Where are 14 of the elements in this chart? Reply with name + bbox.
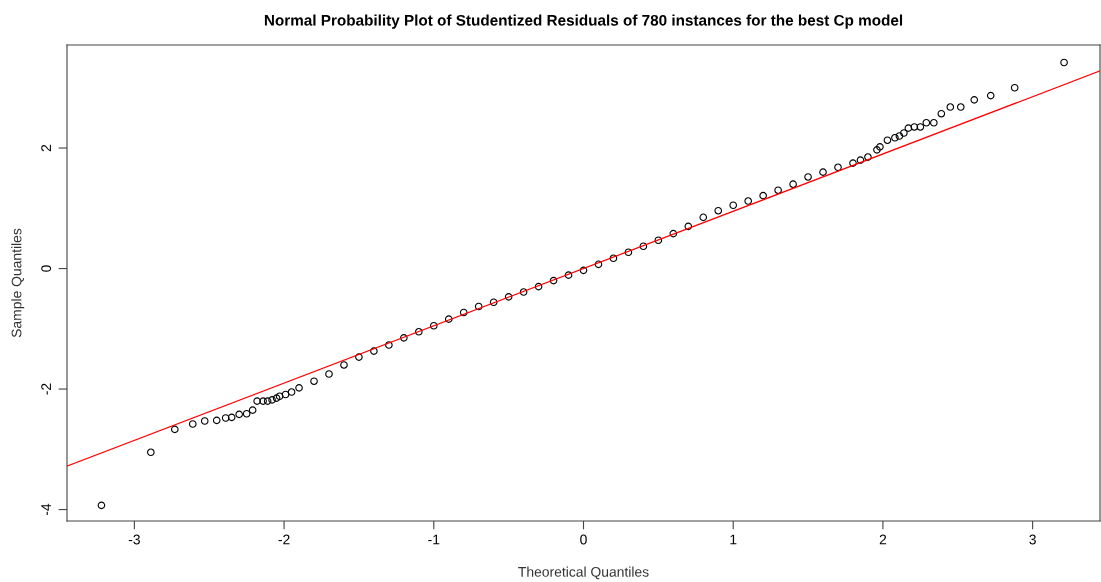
y-tick-label: 0: [41, 265, 52, 272]
y-tick-label: -2: [41, 383, 51, 395]
y-tick-label: -4: [41, 503, 51, 516]
x-tick-label: 0: [580, 534, 587, 545]
x-tick-label: 3: [1029, 534, 1036, 545]
x-axis-title: Theoretical Quantiles: [518, 566, 649, 580]
chart-title: Normal Probability Plot of Studentized Residuals of 780 instances for the best Cp model: [264, 14, 903, 29]
y-tick-label: 2: [41, 144, 51, 152]
x-tick-label: -3: [128, 534, 140, 545]
x-tick-label: 2: [879, 534, 887, 545]
x-tick-label: 1: [730, 534, 737, 545]
x-tick-label: -1: [428, 534, 440, 545]
y-axis-title: Sample Quantiles: [11, 228, 25, 338]
x-tick-label: -2: [278, 534, 290, 545]
